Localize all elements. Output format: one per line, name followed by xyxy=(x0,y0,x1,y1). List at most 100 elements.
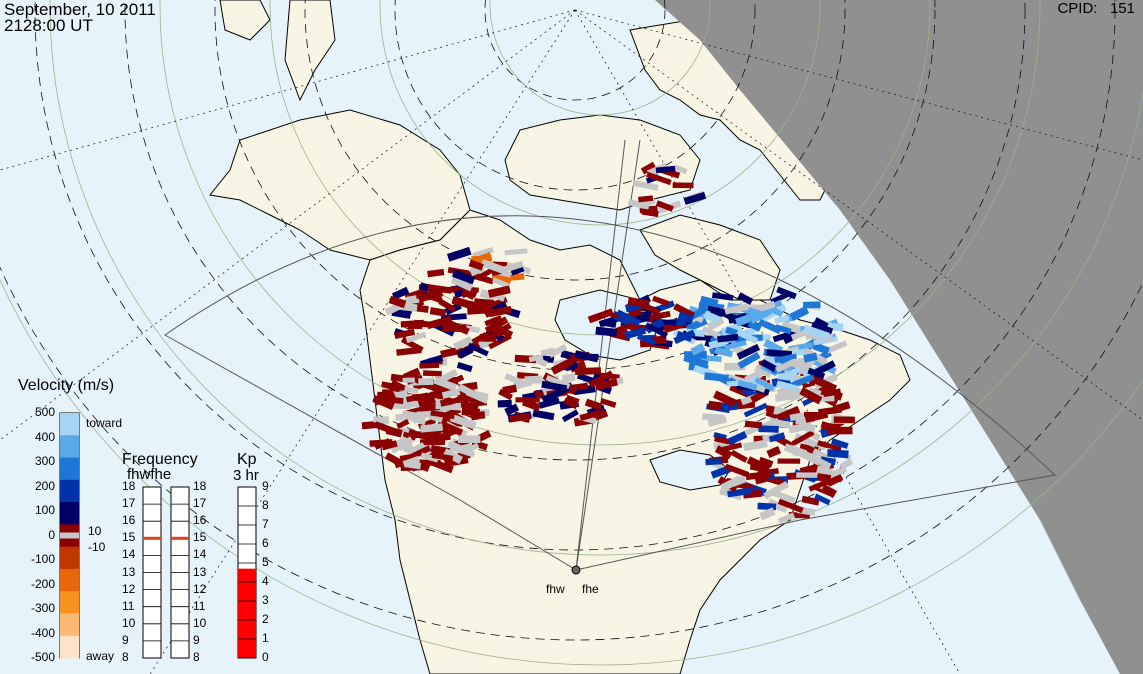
velocity-vector-cell xyxy=(791,430,815,446)
velocity-vector-cell xyxy=(492,277,511,289)
date-label: September, 10 2011 xyxy=(4,0,156,19)
velocity-vector-cell xyxy=(714,346,734,358)
velocity-vector-cell xyxy=(699,295,719,308)
velocity-vector-cell xyxy=(449,413,477,430)
kp-tick-label: 8 xyxy=(262,498,269,512)
kp-tick-label: 0 xyxy=(262,650,269,664)
velocity-vector-cell xyxy=(831,438,849,449)
velocity-vector-cell xyxy=(584,398,602,411)
velocity-vector-cell xyxy=(760,359,777,373)
velocity-vector-cell xyxy=(763,480,789,500)
velocity-vector-cell xyxy=(636,333,657,346)
ground-scatter-upper: 10 xyxy=(88,524,102,538)
velocity-vector-cell xyxy=(720,475,742,492)
velocity-vector-cell xyxy=(777,458,801,464)
away-label: away xyxy=(86,649,115,663)
frequency-tick-label-left: 16 xyxy=(122,513,136,528)
velocity-vector-cell xyxy=(796,472,823,478)
frequency-tick-label-right: 14 xyxy=(193,547,207,562)
velocity-vector-cell xyxy=(758,456,774,468)
kp-subtitle: 3 hr xyxy=(233,467,259,484)
velocity-tick-label: 0 xyxy=(48,527,55,542)
velocity-vector-cell xyxy=(743,402,768,418)
velocity-color-segment xyxy=(60,502,79,525)
velocity-vector-cell xyxy=(736,343,761,360)
frequency-tick-label-left: 11 xyxy=(122,598,135,613)
velocity-vector-cell xyxy=(510,266,525,276)
ground-scatter-lower: -10 xyxy=(88,540,106,554)
velocity-vector-cell xyxy=(758,425,779,433)
velocity-vector-cell xyxy=(655,165,676,174)
frequency-tick-label-right: 10 xyxy=(193,615,207,630)
velocity-vector-cell xyxy=(407,429,433,441)
velocity-vector-cell xyxy=(711,292,734,301)
velocity-color-segment xyxy=(60,457,79,481)
kp-tick-label: 2 xyxy=(262,612,269,626)
iceland-fragment xyxy=(284,0,336,102)
velocity-vector-cell xyxy=(467,342,489,357)
frequency-tick-label-right: 18 xyxy=(193,479,207,493)
velocity-vector-cell xyxy=(468,259,484,271)
velocity-vector-cell xyxy=(499,260,524,274)
velocity-vector-cell xyxy=(644,322,668,339)
velocity-vector-cell xyxy=(588,370,614,388)
velocity-vector-cell xyxy=(565,394,580,405)
velocity-vector-cell xyxy=(394,328,416,339)
velocity-vector-cell xyxy=(521,398,541,412)
velocity-vector-cell xyxy=(775,390,801,402)
velocity-vector-cell xyxy=(816,473,832,483)
velocity-vector-cell xyxy=(727,487,752,498)
velocity-vector-cell xyxy=(479,333,497,342)
velocity-vector-cell xyxy=(788,422,809,434)
velocity-vector-cell xyxy=(803,352,818,363)
velocity-vector-cell xyxy=(640,161,657,175)
velocity-vector-cell xyxy=(574,350,599,363)
velocity-vector-cell xyxy=(494,325,509,338)
velocity-vector-cell xyxy=(504,373,523,386)
velocity-color-segment xyxy=(60,479,79,503)
velocity-vector-cell xyxy=(461,407,480,417)
velocity-vector-cell xyxy=(816,465,834,477)
velocity-vector-cell xyxy=(412,413,427,425)
frequency-tick-label-left: 12 xyxy=(122,581,136,596)
velocity-tick-label: 300 xyxy=(34,454,55,468)
velocity-vector-cell xyxy=(436,419,464,437)
velocity-vector-cell xyxy=(450,276,473,292)
velocity-vector-cell xyxy=(749,307,773,324)
velocity-vector-cell xyxy=(789,412,804,422)
velocity-vector-cell xyxy=(405,461,422,470)
velocity-vector-cell xyxy=(419,362,440,369)
velocity-vector-cell xyxy=(429,307,447,317)
velocity-vector-cell xyxy=(438,298,457,313)
velocity-color-segment xyxy=(60,546,79,570)
velocity-vector-cell xyxy=(638,195,654,203)
velocity-vector-cell xyxy=(396,419,410,429)
velocity-color-segment xyxy=(60,435,79,459)
velocity-vector-cell xyxy=(397,439,414,451)
frequency-tick-label-left: 13 xyxy=(122,564,136,579)
velocity-vector-cell xyxy=(475,251,492,263)
velocity-vector-cell xyxy=(721,442,743,453)
frequency-tick-label-left: 17 xyxy=(122,496,136,511)
ground-scatter-band xyxy=(60,532,79,539)
velocity-vector-cell xyxy=(413,304,429,313)
velocity-vector-cell xyxy=(420,452,439,463)
velocity-vector-cell xyxy=(562,373,576,383)
velocity-vector-cell xyxy=(568,382,589,392)
velocity-color-segment xyxy=(60,635,79,659)
velocity-color-segment xyxy=(60,613,79,637)
velocity-vector-cell xyxy=(768,417,785,428)
kp-tick-label: 5 xyxy=(262,555,269,569)
velocity-vector-cell xyxy=(782,366,801,381)
velocity-vector-cell xyxy=(736,329,759,344)
frequency-tick-label-right: 17 xyxy=(193,496,207,511)
radar-field-of-view xyxy=(164,139,1057,571)
velocity-vector-cell xyxy=(766,446,782,459)
frequency-tick-label-right: 15 xyxy=(193,530,207,545)
velocity-vector-cell xyxy=(774,353,798,363)
velocity-vector-cell xyxy=(814,360,836,376)
velocity-vector-cell xyxy=(615,309,641,327)
velocity-vector-cell xyxy=(757,318,782,335)
